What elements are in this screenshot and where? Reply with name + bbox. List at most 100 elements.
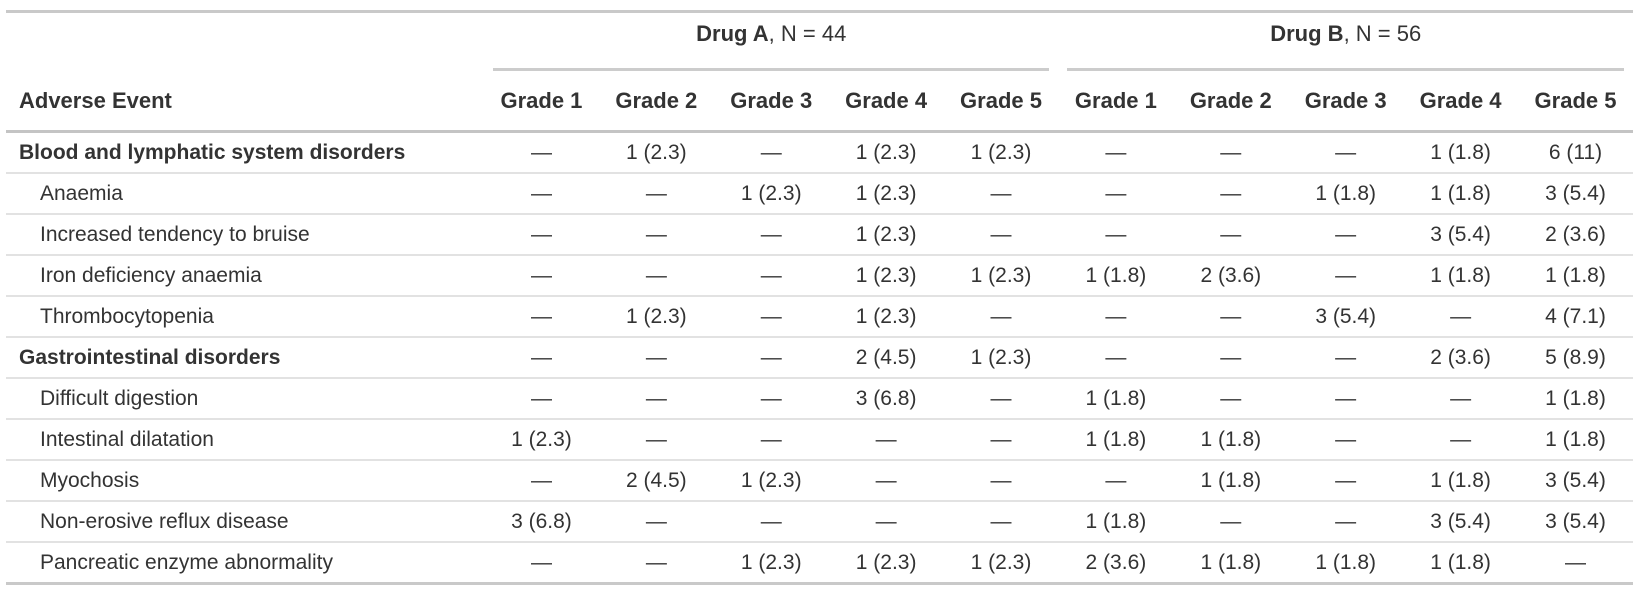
cell-drug-a-grade-2: — bbox=[598, 173, 714, 215]
cell-drug-b-grade-3: — bbox=[1288, 460, 1404, 502]
cell-drug-a-grade-3: — bbox=[713, 501, 829, 543]
cell-drug-b-grade-3: — bbox=[1288, 255, 1404, 297]
table-row: Non-erosive reflux disease 3 (6.8) — — — —1 (… bbox=[6, 501, 1633, 543]
cell-drug-a-grade-2: — bbox=[598, 501, 714, 543]
cell-drug-a-grade-1: — bbox=[484, 460, 599, 502]
cell-drug-b-grade-1: 1 (1.8) bbox=[1058, 255, 1174, 297]
event-label: Thrombocytopenia bbox=[6, 296, 484, 338]
cell-drug-b-grade-3: — bbox=[1288, 214, 1404, 256]
cell-drug-a-grade-5: — bbox=[943, 419, 1059, 461]
drug-a-n: , N = 44 bbox=[768, 21, 847, 46]
cell-drug-b-grade-1: — bbox=[1058, 460, 1174, 502]
cell-drug-a-grade-4: 3 (6.8) bbox=[828, 378, 944, 420]
cell-drug-a-grade-3: 1 (2.3) bbox=[740, 550, 802, 574]
table-body: Blood and lymphatic system disorders —1 (… bbox=[6, 131, 1633, 584]
cell-drug-a-grade-2: 1 (2.3) bbox=[598, 131, 714, 174]
cell-drug-a-grade-2: 2 (4.5) bbox=[598, 460, 714, 502]
cell-drug-a-grade-2: — bbox=[598, 419, 714, 461]
header-drug-b-grade-4: Grade 4 bbox=[1403, 71, 1519, 133]
cell-drug-b-grade-4: 1 (1.8) bbox=[1403, 255, 1519, 297]
spanner-empty-cell bbox=[6, 12, 484, 72]
cell-drug-b-grade-1: — bbox=[1058, 296, 1174, 338]
table-row: Anaemia — —1 (2.3) 1 (2.3) — — —1 (1.8) 1 (1.8)… bbox=[6, 173, 1633, 215]
cell-drug-a-grade-4: — bbox=[828, 419, 944, 461]
event-label: Iron deficiency anaemia bbox=[6, 255, 484, 297]
cell-drug-b-grade-1: 1 (1.8) bbox=[1058, 501, 1174, 543]
cell-drug-a-grade-1: 3 (6.8) bbox=[484, 501, 599, 543]
column-header-row: Adverse Event Grade 1 Grade 2 Grade 3 Gr… bbox=[6, 71, 1633, 133]
spanner-underline-drug-b bbox=[1067, 68, 1624, 71]
stub-header: Adverse Event bbox=[6, 71, 484, 133]
table-row: Increased tendency to bruise — — —1 (2.3) — —… bbox=[6, 214, 1633, 256]
table-row: Thrombocytopenia —1 (2.3) —1 (2.3) — — —3 (5.… bbox=[6, 296, 1633, 338]
spanner-drug-a-title: Drug A, N = 44 bbox=[484, 13, 1058, 47]
cell-drug-b-grade-5: 3 (5.4) bbox=[1518, 173, 1633, 215]
table-row: Myochosis —2 (4.5) 1 (2.3) — — —1 (1.8) —1 (1.… bbox=[6, 460, 1633, 502]
cell-drug-b-grade-5: 2 (3.6) bbox=[1518, 214, 1633, 256]
cell-drug-b-grade-5: 1 (1.8) bbox=[1518, 378, 1633, 420]
cell-drug-a-grade-3: — bbox=[713, 337, 829, 379]
cell-drug-b-grade-1: 1 (1.8) bbox=[1058, 378, 1174, 420]
cell-drug-a-grade-4: 1 (2.3) bbox=[828, 131, 944, 174]
event-label: Intestinal dilatation bbox=[6, 419, 484, 461]
cell-drug-a-grade-1: — bbox=[484, 296, 599, 338]
cell-drug-b-grade-4: — bbox=[1403, 419, 1519, 461]
cell-drug-a-grade-2: — bbox=[598, 378, 714, 420]
header-drug-a-grade-5: Grade 5 bbox=[943, 71, 1059, 133]
cell-drug-b-grade-5: 4 (7.1) bbox=[1518, 296, 1633, 338]
cell-drug-b-grade-2: — bbox=[1173, 296, 1289, 338]
header-drug-a-grade-2: Grade 2 bbox=[598, 71, 714, 133]
header-drug-a-grade-4: Grade 4 bbox=[828, 71, 944, 133]
cell-drug-b-grade-5: 3 (5.4) bbox=[1518, 501, 1633, 543]
cell-drug-a-grade-1: — bbox=[484, 255, 599, 297]
cell-drug-a-grade-5: — bbox=[943, 173, 1059, 215]
cell-drug-a-grade-3: — bbox=[713, 419, 829, 461]
cell-drug-a-grade-5: — bbox=[943, 296, 1059, 338]
cell-drug-a-grade-2: 1 (2.3) bbox=[598, 296, 714, 338]
table-row: Difficult digestion — — —3 (6.8) —1 (1.8) — — —… bbox=[6, 378, 1633, 420]
cell-drug-a-grade-3: — bbox=[713, 296, 829, 338]
cell-drug-b-grade-4: 2 (3.6) bbox=[1403, 337, 1519, 379]
cell-drug-b-grade-4: — bbox=[1403, 378, 1519, 420]
cell-drug-a-grade-5: — bbox=[943, 460, 1059, 502]
cell-drug-b-grade-3: — bbox=[1288, 131, 1404, 174]
cell-drug-a-grade-5: 1 (2.3) bbox=[970, 550, 1032, 574]
cell-drug-a-grade-1: 1 (2.3) bbox=[484, 419, 599, 461]
cell-drug-a-grade-4: 1 (2.3) bbox=[828, 214, 944, 256]
header-drug-b-grade-1: Grade 1 bbox=[1058, 71, 1174, 133]
cell-drug-a-grade-3: — bbox=[713, 131, 829, 174]
cell-drug-a-grade-4: 1 (2.3) bbox=[828, 296, 944, 338]
cell-drug-a-grade-1: — bbox=[484, 173, 599, 215]
cell-drug-b-grade-2: — bbox=[1173, 131, 1289, 174]
cell-drug-a-grade-5: 1 (2.3) bbox=[943, 337, 1059, 379]
cell-drug-b-grade-5: — bbox=[1565, 550, 1586, 574]
drug-a-name: Drug A bbox=[696, 21, 769, 46]
cell-drug-a-grade-2: — bbox=[598, 337, 714, 379]
cell-drug-a-grade-4: — bbox=[828, 460, 944, 502]
cell-drug-a-grade-5: — bbox=[943, 501, 1059, 543]
header-drug-a-grade-1: Grade 1 bbox=[484, 71, 599, 133]
cell-drug-b-grade-1: — bbox=[1058, 173, 1174, 215]
header-drug-b-grade-3: Grade 3 bbox=[1288, 71, 1404, 133]
cell-drug-b-grade-4: 1 (1.8) bbox=[1403, 131, 1519, 174]
drug-b-name: Drug B bbox=[1270, 21, 1344, 46]
cell-drug-b-grade-5: 5 (8.9) bbox=[1518, 337, 1633, 379]
event-label: Difficult digestion bbox=[6, 378, 484, 420]
table-row: Iron deficiency anaemia — — —1 (2.3) 1 (2.3)… bbox=[6, 255, 1633, 297]
spanner-row: Drug A, N = 44 Drug B, N = 56 bbox=[6, 12, 1633, 72]
cell-drug-b-grade-4: 1 (1.8) bbox=[1403, 460, 1519, 502]
cell-drug-b-grade-1: — bbox=[1058, 337, 1174, 379]
cell-drug-b-grade-2: — bbox=[1173, 337, 1289, 379]
spanner-underline-drug-a bbox=[493, 68, 1050, 71]
cell-drug-b-grade-5: 1 (1.8) bbox=[1518, 419, 1633, 461]
cell-drug-b-grade-5: 6 (11) bbox=[1518, 131, 1633, 174]
table-row: Pancreatic enzyme abnormality — — 1 (2.3) 1 … bbox=[6, 542, 1633, 584]
cell-drug-a-grade-3: 1 (2.3) bbox=[713, 173, 829, 215]
cell-drug-b-grade-2: — bbox=[1173, 501, 1289, 543]
cell-drug-a-grade-5: — bbox=[943, 378, 1059, 420]
table-row: Intestinal dilatation 1 (2.3) — — — —1 (1.8) 1… bbox=[6, 419, 1633, 461]
cell-drug-b-grade-1: — bbox=[1058, 214, 1174, 256]
cell-drug-b-grade-2: — bbox=[1173, 173, 1289, 215]
cell-drug-b-grade-4: 3 (5.4) bbox=[1403, 501, 1519, 543]
event-label: Blood and lymphatic system disorders bbox=[6, 131, 484, 174]
